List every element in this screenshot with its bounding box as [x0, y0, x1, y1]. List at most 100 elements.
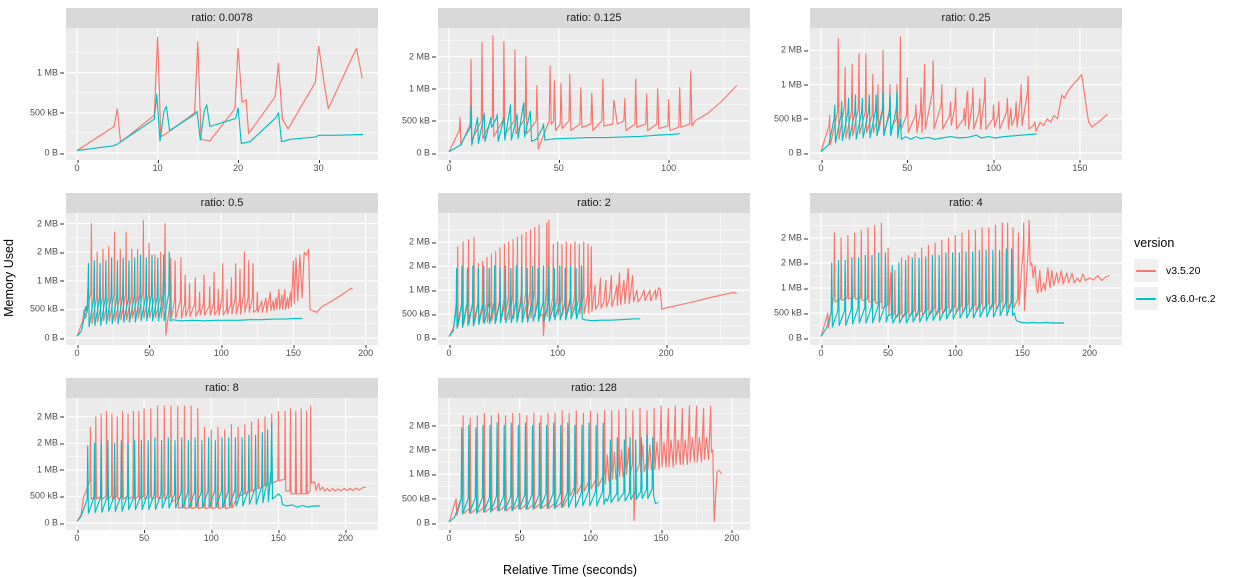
series-line-v3.6.0-rc.2 — [820, 248, 1064, 337]
y-tick-label: 500 kB — [401, 493, 437, 504]
x-tick-label: 100 — [213, 345, 229, 358]
y-tick-label: 1 MB — [780, 282, 809, 293]
facet-ratio-0-25: ratio: 0.25 0 B 500 kB 1 MB 2 MB 0 50 100 150 — [762, 8, 1122, 175]
series-line-v3.5.20 — [448, 219, 737, 337]
y-tick-label: 0 B — [788, 332, 808, 343]
legend-line-icon — [1136, 297, 1156, 300]
legend-entry: v3.5.20 — [1134, 259, 1242, 282]
facet-strip-label: ratio: 0.125 — [438, 8, 750, 28]
y-tick-label: 2 MB — [780, 44, 809, 55]
legend-title: version — [1134, 236, 1175, 250]
y-tick-label: 1 MB — [408, 83, 437, 94]
x-axis-ticks: 0 50 100 150 200 — [66, 530, 378, 545]
x-tick-label: 0 — [446, 160, 452, 173]
y-tick-label: 500 kB — [773, 113, 809, 124]
x-tick-label: 10 — [152, 160, 163, 173]
plot-area — [438, 28, 750, 160]
plot-area — [66, 398, 378, 530]
x-tick-label: 30 — [313, 160, 324, 173]
x-axis-ticks: 0 50 100 150 200 — [810, 345, 1122, 360]
series-line-v3.6.0-rc.2 — [448, 102, 680, 153]
x-axis-ticks: 0 100 200 — [438, 345, 750, 360]
y-tick-label: 2 MB — [780, 257, 809, 268]
x-tick-label: 100 — [947, 345, 963, 358]
y-tick-label: 500 kB — [401, 115, 437, 126]
y-axis-ticks: 0 B 500 kB 1 MB 2 MB 2 MB — [762, 213, 810, 345]
facet-strip-label: ratio: 0.25 — [810, 8, 1122, 28]
legend-line-icon — [1136, 269, 1156, 272]
y-axis-ticks: 0 B 500 kB 1 MB 2 MB 2 MB — [18, 398, 66, 530]
y-tick-label: 0 B — [788, 147, 808, 158]
x-tick-label: 100 — [203, 530, 219, 543]
legend-key-swatch — [1134, 287, 1158, 310]
x-tick-label: 200 — [337, 530, 354, 543]
plot-area — [66, 28, 378, 160]
plot-area — [438, 398, 750, 530]
series-line-v3.6.0-rc.2 — [76, 93, 364, 152]
facet-strip-label: ratio: 4 — [810, 193, 1122, 213]
x-tick-label: 150 — [653, 530, 669, 543]
facet-strip-label: ratio: 0.5 — [66, 193, 378, 213]
facet-ratio-0-5: ratio: 0.5 0 B 500 kB 1 MB 2 MB 2 MB 0 50 100 1… — [18, 193, 378, 360]
facet-ratio-0-0078: ratio: 0.0078 0 B 500 kB 1 MB 0 10 20 30 — [18, 8, 378, 175]
x-axis-ticks: 0 50 100 150 200 — [66, 345, 378, 360]
series-line-v3.5.20 — [820, 36, 1108, 152]
facet-ratio-4: ratio: 4 0 B 500 kB 1 MB 2 MB 2 MB 0 50 100 150… — [762, 193, 1122, 360]
x-axis-ticks: 0 50 100 — [438, 160, 750, 175]
y-tick-label: 2 MB — [36, 437, 65, 448]
x-tick-label: 50 — [883, 345, 894, 358]
x-tick-label: 100 — [582, 530, 599, 543]
y-tick-label: 500 kB — [773, 307, 809, 318]
y-tick-label: 2 MB — [408, 420, 437, 430]
plot-area — [438, 213, 750, 345]
series-line-v3.6.0-rc.2 — [76, 421, 320, 522]
x-tick-label: 20 — [233, 160, 244, 173]
y-tick-label: 1 MB — [408, 284, 437, 295]
series-line-v3.6.0-rc.2 — [448, 422, 659, 523]
x-tick-label: 150 — [1014, 345, 1030, 358]
y-tick-label: 500 kB — [401, 308, 437, 319]
x-tick-label: 100 — [661, 160, 677, 173]
y-axis-ticks: 0 B 500 kB 1 MB — [18, 28, 66, 160]
x-tick-label: 0 — [74, 160, 80, 173]
x-tick-label: 50 — [902, 160, 913, 173]
x-tick-label: 0 — [74, 530, 80, 543]
series-line-v3.6.0-rc.2 — [76, 251, 303, 337]
facet-strip-label: ratio: 0.0078 — [66, 8, 378, 28]
legend-entry: v3.6.0-rc.2 — [1134, 287, 1242, 310]
facet-strip-label: ratio: 2 — [438, 193, 750, 213]
x-tick-label: 150 — [270, 530, 286, 543]
facet-ratio-8: ratio: 8 0 B 500 kB 1 MB 2 MB 2 MB 0 50 100 150… — [18, 378, 378, 545]
x-tick-label: 200 — [658, 345, 674, 358]
x-tick-label: 150 — [1072, 160, 1088, 173]
facet-ratio-128: ratio: 128 0 B 500 kB 1 MB 2 MB 2 MB 0 50 100 1… — [390, 378, 750, 545]
x-tick-label: 200 — [358, 345, 374, 358]
x-tick-label: 200 — [724, 530, 740, 543]
plot-area — [810, 213, 1122, 345]
y-tick-label: 1 MB — [36, 464, 65, 475]
legend-entry-label: v3.5.20 — [1166, 264, 1201, 277]
facet-ratio-0-125: ratio: 0.125 0 B 500 kB 1 MB 2 MB 0 50 100 — [390, 8, 750, 175]
x-tick-label: 100 — [986, 160, 1002, 173]
series-line-v3.6.0-rc.2 — [820, 90, 1037, 153]
x-tick-label: 200 — [1081, 345, 1098, 358]
x-tick-label: 0 — [818, 160, 824, 173]
y-tick-label: 0 B — [416, 147, 436, 158]
y-tick-label: 500 kB — [29, 107, 65, 118]
facet-row-2: ratio: 0.5 0 B 500 kB 1 MB 2 MB 2 MB 0 50 100 1… — [18, 193, 1122, 360]
x-tick-label: 50 — [514, 530, 525, 543]
series-line-v3.5.20 — [76, 220, 353, 337]
y-tick-label: 1 MB — [36, 275, 65, 286]
y-tick-label: 2 MB — [408, 51, 437, 61]
x-tick-label: 150 — [285, 345, 301, 358]
x-tick-label: 50 — [553, 160, 564, 173]
y-tick-label: 2 MB — [408, 236, 437, 247]
y-axis-ticks: 0 B 500 kB 1 MB 2 MB 2 MB — [18, 213, 66, 345]
y-tick-label: 1 MB — [36, 67, 65, 78]
y-axis-ticks: 0 B 500 kB 1 MB 2 MB 2 MB — [390, 398, 438, 530]
x-tick-label: 0 — [74, 345, 80, 358]
y-tick-label: 2 MB — [36, 246, 65, 257]
x-axis-ticks: 0 50 100 150 — [810, 160, 1122, 175]
legend-entry-label: v3.6.0-rc.2 — [1166, 292, 1216, 305]
facet-strip-label: ratio: 128 — [438, 378, 750, 398]
